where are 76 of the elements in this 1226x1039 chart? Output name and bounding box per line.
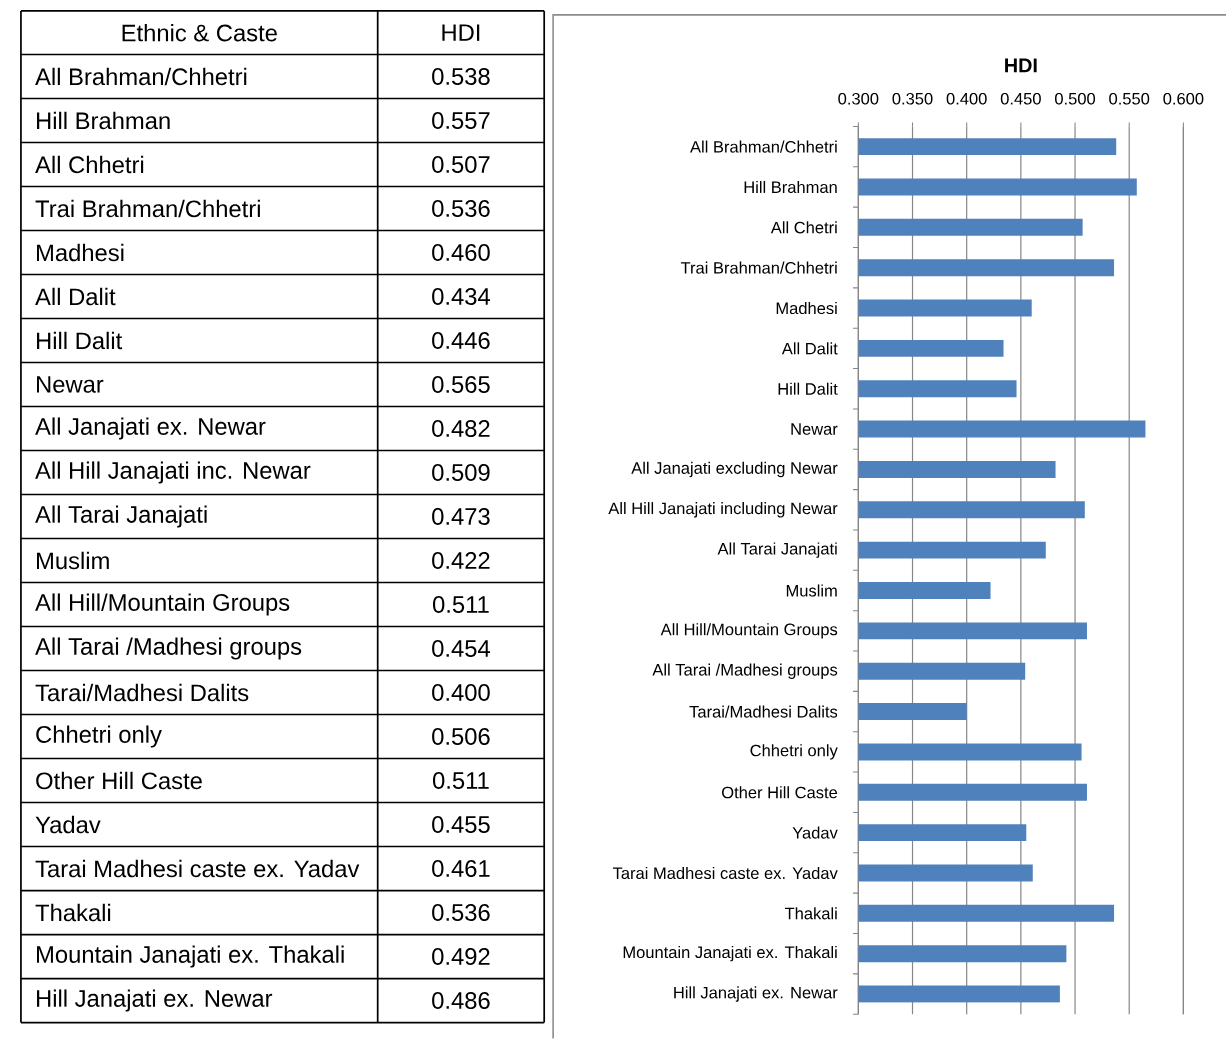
x-tick-label: 0.300	[838, 93, 879, 105]
data-label: 0.482	[432, 420, 490, 438]
chart-title: HDI	[1005, 58, 1037, 73]
text: Ethnic & Caste	[122, 24, 277, 42]
category-label: Muslim	[37, 551, 109, 570]
y-tick-label: Mountain Janajati ex. Thakali	[623, 946, 837, 962]
category-label: Tarai Madhesi caste ex. Yadav	[35, 859, 360, 878]
data-label: 0.455	[432, 816, 490, 834]
y-tick-label: All Brahman/Chhetri	[690, 140, 837, 153]
category-label: All Hill/Mountain Groups	[35, 593, 290, 616]
x-tick-label: 0.500	[1055, 93, 1096, 105]
y-tick-label: Madhesi	[776, 302, 837, 315]
y-tick-label: Muslim	[786, 584, 837, 597]
y-tick-label: Yadav	[792, 826, 838, 839]
y-tick-label: Tarai/Madhesi Dalits	[689, 705, 838, 718]
y-tick-label: All Chetri	[770, 221, 837, 234]
data-label: 0.565	[432, 376, 490, 394]
y-tick-label: All Hill/Mountain Groups	[660, 623, 838, 639]
category-label: Hill Dalit	[37, 331, 123, 350]
category-label: Newar	[37, 376, 104, 393]
data-label: 0.461	[432, 860, 490, 878]
category-label: Trai Brahman/Chhetri	[35, 199, 260, 218]
data-label: 0.511	[433, 596, 489, 614]
data-label: 0.536	[432, 904, 490, 922]
data-label: 0.509	[432, 464, 490, 482]
category-label: Other Hill Caste	[36, 771, 202, 790]
y-tick-label: All Dalit	[781, 342, 838, 355]
y-tick-label: Trai Brahman/Chhetri	[680, 261, 837, 274]
y-tick-label: All Tarai Janajati	[717, 542, 837, 559]
category-label: All Tarai Janajati	[35, 505, 207, 528]
data-label: 0.538	[432, 68, 490, 86]
category-label: Hill Janajati ex. Newar	[37, 989, 273, 1012]
data-label: 0.454	[432, 640, 490, 658]
category-label: All Hill Janajati inc. Newar	[35, 461, 311, 484]
category-label: Yadav	[35, 815, 101, 834]
category-label: All Tarai /Madhesi groups	[35, 637, 302, 660]
y-tick-label: Newar	[791, 423, 838, 436]
category-label: Mountain Janajati ex. Thakali	[37, 945, 344, 968]
category-label: All Janajati ex. Newar	[35, 417, 266, 440]
y-tick-label: Hill Dalit	[778, 382, 838, 396]
y-tick-label: All Hill Janajati including Newar	[608, 502, 838, 518]
data-label: 0.506	[432, 728, 490, 746]
x-tick-label: 0.550	[1109, 93, 1150, 105]
y-tick-label: Tarai Madhesi caste ex. Yadav	[612, 867, 838, 880]
data-label: 0.507	[432, 156, 490, 174]
category-label: All Brahman/Chhetri	[35, 67, 247, 86]
x-tick-label: 0.450	[1000, 93, 1041, 105]
x-tick-label: 0.350	[892, 93, 933, 105]
x-tick-label: 0.600	[1163, 93, 1204, 105]
text: HDI	[442, 24, 480, 42]
y-tick-label: Hill Janajati ex. Newar	[674, 986, 838, 1002]
y-tick-label: Chhetri only	[750, 744, 838, 760]
data-label: 0.434	[432, 288, 490, 306]
category-label: All Dalit	[35, 287, 116, 306]
y-tick-label: Hill Brahman	[744, 181, 837, 194]
y-tick-label: Other Hill Caste	[722, 786, 838, 799]
data-label: 0.486	[432, 992, 490, 1010]
data-label: 0.400	[432, 684, 490, 702]
category-label: Chhetri only	[36, 725, 162, 748]
data-label: 0.460	[432, 244, 490, 262]
data-label: 0.511	[433, 772, 489, 790]
data-label: 0.557	[432, 112, 490, 130]
data-label: 0.473	[432, 508, 490, 526]
category-label: Hill Brahman	[37, 111, 170, 130]
y-tick-label: All Tarai /Madhesi groups	[652, 663, 838, 680]
category-label: Tarai/Madhesi Dalits	[35, 683, 249, 702]
category-label: Thakali	[35, 903, 111, 922]
category-label: All Chhetri	[35, 155, 144, 174]
data-label: 0.446	[432, 332, 490, 350]
data-label: 0.492	[432, 948, 490, 966]
y-tick-label: All Janajati excluding Newar	[631, 461, 838, 478]
category-label: Madhesi	[37, 243, 124, 262]
x-tick-label: 0.400	[946, 93, 987, 105]
data-label: 0.536	[432, 200, 490, 218]
y-tick-label: Thakali	[784, 907, 837, 920]
data-label: 0.422	[432, 552, 490, 570]
